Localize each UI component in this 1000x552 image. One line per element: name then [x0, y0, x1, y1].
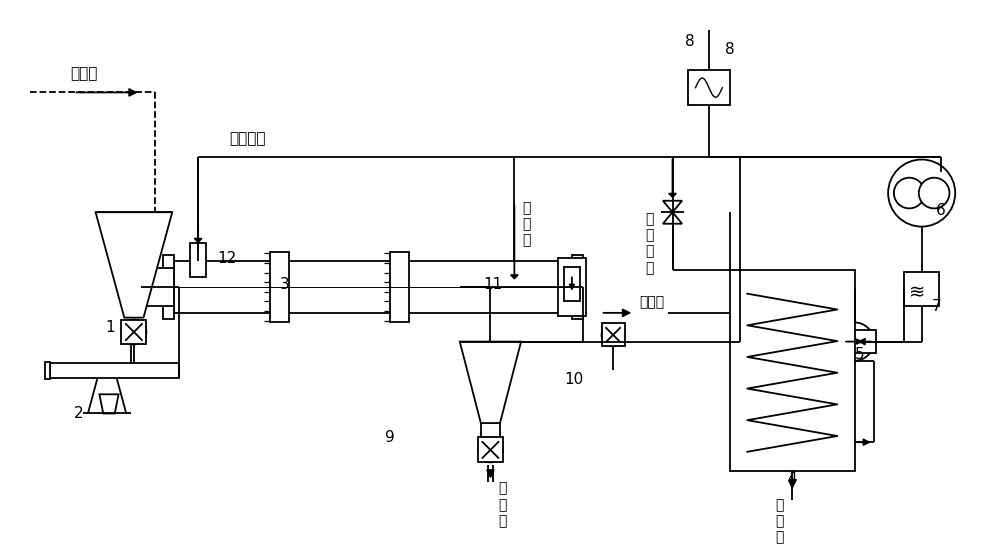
Circle shape [121, 320, 146, 344]
Text: 饱
和
蒸
汽: 饱 和 蒸 汽 [646, 212, 654, 275]
Text: 冷
凝
水: 冷 凝 水 [775, 498, 783, 544]
Text: 3: 3 [280, 277, 289, 291]
Bar [688, 71, 730, 105]
Bar [478, 437, 503, 463]
Text: 载
湿
气: 载 湿 气 [522, 201, 530, 247]
Text: 6: 6 [936, 203, 946, 218]
Text: 7: 7 [931, 299, 941, 314]
Circle shape [478, 437, 503, 463]
Bar [163, 256, 174, 319]
Bar [558, 258, 586, 316]
Text: 1: 1 [105, 320, 115, 335]
Polygon shape [96, 212, 172, 317]
Bar [602, 323, 625, 347]
Text: 11: 11 [484, 277, 503, 291]
Circle shape [835, 322, 874, 361]
Text: 二次蒸汽: 二次蒸汽 [230, 131, 266, 146]
Text: 10: 10 [564, 373, 583, 388]
Text: 4: 4 [788, 471, 797, 486]
Text: 湿物料: 湿物料 [71, 66, 98, 81]
Text: 12: 12 [217, 251, 237, 266]
Text: 2: 2 [74, 406, 83, 421]
Bar [141, 268, 174, 306]
Polygon shape [99, 394, 119, 413]
Circle shape [919, 178, 949, 209]
Text: ≋: ≋ [909, 284, 926, 302]
Bar [564, 267, 580, 301]
Text: 5: 5 [855, 347, 864, 362]
Text: 干
物
料: 干 物 料 [498, 481, 506, 528]
Polygon shape [663, 201, 682, 212]
Bar [174, 261, 572, 313]
Bar [390, 252, 409, 322]
Text: 8: 8 [725, 42, 735, 57]
Text: 9: 9 [385, 430, 395, 445]
Bar [270, 252, 289, 322]
Bar [50, 363, 179, 378]
Circle shape [888, 160, 955, 227]
Bar [730, 270, 855, 471]
Bar [45, 362, 50, 379]
Bar [121, 320, 146, 344]
Bar [190, 243, 206, 278]
Text: 冷凝水: 冷凝水 [639, 295, 664, 309]
Bar [904, 272, 939, 306]
Circle shape [602, 323, 625, 347]
Bar [834, 330, 876, 353]
Polygon shape [663, 212, 682, 224]
Polygon shape [460, 342, 521, 423]
Text: 8: 8 [685, 34, 695, 49]
Bar [572, 256, 583, 319]
Circle shape [894, 178, 925, 209]
